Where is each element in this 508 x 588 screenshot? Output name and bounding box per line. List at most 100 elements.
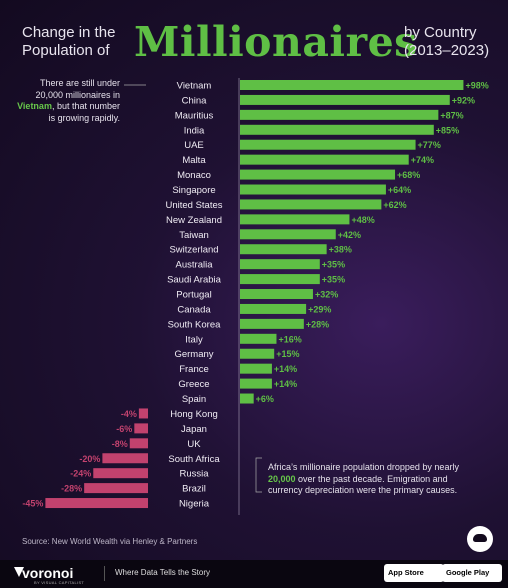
bar-positive [240, 393, 254, 404]
bar-positive [240, 274, 320, 285]
category-label: Canada [177, 304, 211, 315]
category-label: Taiwan [179, 230, 209, 241]
bar-positive [240, 333, 277, 344]
bar-positive [240, 244, 327, 255]
category-label: Saudi Arabia [167, 275, 222, 286]
visual-capitalist-icon [467, 526, 493, 552]
footer-divider [104, 566, 105, 581]
bar-value-label: -20% [79, 454, 100, 464]
bar-value-label: +35% [322, 275, 345, 285]
category-label: South Korea [168, 319, 222, 330]
bar-negative [84, 483, 148, 494]
category-label: Monaco [177, 170, 211, 181]
category-label: Switzerland [169, 245, 218, 256]
category-label: Malta [182, 155, 206, 166]
bar-negative [93, 468, 148, 479]
bar-value-label: +92% [452, 95, 475, 105]
bar-value-label: +48% [351, 215, 374, 225]
source-note: Source: New World Wealth via Henley & Pa… [22, 537, 198, 546]
bar-value-label: -8% [112, 439, 128, 449]
bar-value-label: +85% [436, 125, 459, 135]
category-label: Vietnam [177, 81, 212, 92]
bar-positive [240, 303, 307, 314]
category-label: Nigeria [179, 499, 210, 510]
google-play-button[interactable]: Google Play [442, 564, 502, 582]
bar-value-label: +62% [383, 200, 406, 210]
bar-value-label: +87% [440, 110, 463, 120]
bar-positive [240, 184, 386, 195]
bar-positive [240, 154, 409, 165]
bar-value-label: +14% [274, 379, 297, 389]
bar-negative [138, 408, 148, 419]
bar-value-label: +98% [465, 81, 488, 91]
bar-positive [240, 169, 396, 180]
bar-value-label: +35% [322, 260, 345, 270]
bar-value-label: +74% [411, 155, 434, 165]
bar-positive [240, 80, 464, 90]
category-label: Italy [185, 334, 203, 345]
bar-positive [240, 139, 416, 150]
bar-positive [240, 363, 272, 374]
category-label: France [179, 364, 209, 375]
bar-value-label: -24% [70, 469, 91, 479]
app-store-button[interactable]: App Store [384, 564, 444, 582]
bar-positive [240, 289, 313, 300]
bar-negative [45, 498, 148, 509]
title-years: (2013–2023) [404, 42, 490, 59]
category-label: South Africa [168, 454, 220, 465]
bar-value-label: +68% [397, 170, 420, 180]
category-label: Russia [179, 469, 209, 480]
annotation-vietnam: There are still under 20,000 millionaire… [17, 78, 120, 123]
bar-value-label: +6% [256, 394, 274, 404]
voronoi-logo: voronoi [22, 565, 74, 581]
bar-value-label: +64% [388, 185, 411, 195]
category-label: India [184, 125, 205, 136]
category-label: Greece [178, 379, 209, 390]
category-label: Portugal [176, 290, 211, 301]
bar-positive [240, 94, 450, 105]
title-prefix-2: Population of [22, 42, 110, 59]
bar-value-label: +42% [338, 230, 361, 240]
annotation-bracket [255, 457, 262, 493]
voronoi-logo-icon [14, 567, 24, 577]
bar-value-label: -45% [22, 499, 43, 509]
annotation-africa: Africa’s millionaire population dropped … [268, 462, 459, 495]
category-label: Brazil [182, 484, 206, 495]
bar-chart: Vietnam +98% China +92% Mauritius +87% India +8… [22, 78, 489, 515]
bar-negative [102, 453, 148, 464]
category-label: Australia [176, 260, 214, 271]
category-label: Hong Kong [170, 409, 218, 420]
bar-value-label: -4% [121, 409, 137, 419]
bar-positive [240, 318, 304, 329]
bar-positive [240, 378, 272, 389]
category-label: UAE [184, 140, 204, 151]
bar-value-label: -28% [61, 484, 82, 494]
bar-positive [240, 348, 275, 359]
title-prefix: Change in the [22, 24, 116, 41]
bar-value-label: +28% [306, 319, 329, 329]
logo-subtitle: BY VISUAL CAPITALIST [34, 580, 85, 585]
category-label: Singapore [172, 185, 215, 196]
bar-value-label: +38% [329, 245, 352, 255]
bar-value-label: +14% [274, 364, 297, 374]
category-label: Mauritius [175, 110, 214, 121]
bar-value-label: +16% [278, 334, 301, 344]
bar-negative [134, 423, 148, 434]
bar-negative [129, 438, 148, 449]
bar-positive [240, 259, 320, 270]
tagline: Where Data Tells the Story [115, 568, 211, 577]
bar-positive [240, 214, 350, 225]
bar-value-label: +29% [308, 304, 331, 314]
category-label: United States [165, 200, 222, 211]
category-label: China [182, 95, 208, 106]
bar-value-label: -6% [116, 424, 132, 434]
title-main: Millionaires [134, 18, 418, 66]
category-label: Japan [181, 424, 207, 435]
title-suffix: by Country [404, 24, 477, 41]
category-label: UK [187, 439, 201, 450]
bar-positive [240, 229, 336, 240]
bar-positive [240, 199, 382, 210]
bar-value-label: +15% [276, 349, 299, 359]
category-label: Spain [182, 394, 206, 405]
